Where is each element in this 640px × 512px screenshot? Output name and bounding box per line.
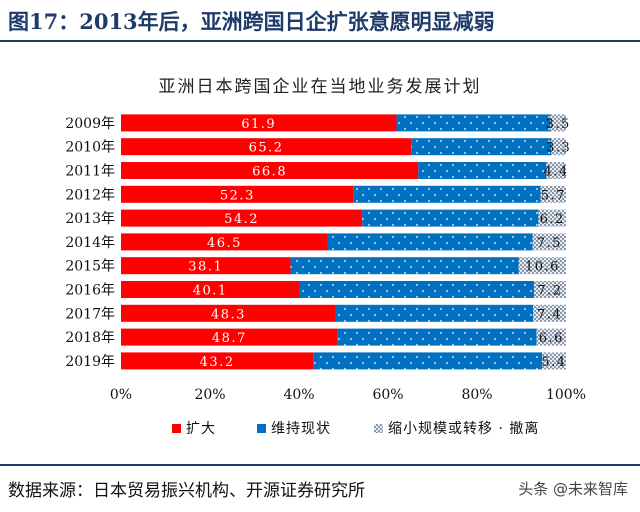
- x-tick-label: 0%: [110, 387, 132, 403]
- data-label-shrink: 5.4: [541, 355, 566, 370]
- data-label-shrink: 7.4: [537, 307, 562, 322]
- category-label: 2009年: [65, 116, 115, 132]
- legend-label: 扩大: [186, 421, 216, 437]
- data-label-shrink: 6.2: [540, 212, 565, 227]
- legend-label: 维持现状: [271, 421, 331, 437]
- chart-title: 亚洲日本跨国企业在当地业务发展计划: [158, 77, 482, 97]
- data-label-expand: 48.3: [211, 307, 246, 322]
- data-label-shrink: 7.2: [537, 284, 562, 299]
- bar-segment-shrink: [533, 281, 566, 298]
- bar-segment-expand: [121, 233, 328, 251]
- category-label: 2013年: [65, 211, 115, 227]
- bar-segment-maintain: [313, 352, 542, 370]
- bar-segment-expand: [121, 352, 314, 370]
- data-label-expand: 38.1: [188, 260, 223, 275]
- bar-segment-shrink: [532, 233, 566, 251]
- bar-segment-shrink: [518, 257, 566, 275]
- bar-segment-shrink: [550, 114, 566, 132]
- category-label: 2016年: [65, 283, 115, 299]
- legend-swatch: [257, 424, 266, 433]
- category-label: 2018年: [65, 330, 115, 346]
- data-label-expand: 46.5: [207, 236, 242, 251]
- data-label-shrink: 5.7: [541, 188, 566, 203]
- category-label: 2012年: [65, 187, 115, 203]
- x-tick-label: 60%: [372, 387, 403, 403]
- bar-segment-expand: [121, 185, 354, 203]
- bar-segment-maintain: [327, 233, 533, 251]
- bar-segment-expand: [121, 304, 336, 322]
- bar-segment-maintain: [411, 138, 552, 156]
- bar-segment-expand: [121, 328, 338, 346]
- data-label-expand: 43.2: [200, 355, 235, 370]
- data-label-expand: 40.1: [193, 284, 228, 299]
- watermark: 头条 @未来智库: [518, 480, 628, 498]
- data-label-shrink: 3.5: [546, 117, 571, 132]
- bar-segment-maintain: [362, 209, 539, 227]
- bar-segment-shrink: [541, 352, 566, 370]
- x-tick-label: 20%: [194, 387, 225, 403]
- figure-header: 图17：2013年后，亚洲跨国日企扩张意愿明显减弱: [0, 0, 640, 42]
- bar-segment-shrink: [533, 304, 566, 322]
- bar-segment-shrink: [546, 162, 566, 179]
- data-label-shrink: 7.5: [537, 236, 562, 251]
- bar-segment-maintain: [299, 281, 534, 298]
- data-label-shrink: 3.3: [546, 141, 571, 156]
- bar-segment-shrink: [538, 209, 566, 227]
- category-label: 2011年: [65, 164, 115, 180]
- source-note: 数据来源：日本贸易振兴机构、开源证券研究所: [8, 481, 365, 501]
- category-label: 2017年: [65, 306, 115, 322]
- legend-swatch: [172, 424, 181, 433]
- data-label-expand: 48.7: [212, 331, 247, 346]
- bar-segment-maintain: [335, 304, 534, 322]
- data-label-expand: 65.2: [249, 141, 284, 156]
- data-label-shrink: 4.4: [544, 165, 569, 180]
- x-tick-label: 80%: [461, 387, 492, 403]
- category-label: 2014年: [65, 235, 115, 251]
- legend-label: 缩小规模或转移 · 撤离: [388, 420, 539, 437]
- legend-swatch: [374, 424, 383, 433]
- bar-segment-expand: [121, 209, 363, 227]
- bar-segment-expand: [121, 281, 300, 298]
- bar-segment-maintain: [396, 114, 551, 132]
- bar-segment-expand: [121, 138, 412, 156]
- data-label-expand: 66.8: [252, 165, 287, 180]
- data-label-shrink: 10.6: [525, 260, 560, 275]
- bar-segment-expand: [121, 114, 397, 132]
- category-label: 2015年: [65, 259, 115, 275]
- bar-segment-shrink: [540, 185, 566, 203]
- figure-title: 图17：2013年后，亚洲跨国日企扩张意愿明显减弱: [8, 9, 495, 34]
- bar-segment-shrink: [536, 328, 566, 346]
- bar-segment-maintain: [290, 257, 519, 275]
- data-label-expand: 54.2: [224, 212, 259, 227]
- x-tick-label: 100%: [546, 387, 586, 403]
- category-label: 2010年: [65, 140, 115, 156]
- bar-segment-expand: [121, 162, 419, 179]
- figure-footer: 数据来源：日本贸易振兴机构、开源证券研究所 头条 @未来智库: [0, 464, 640, 512]
- bar-segment-maintain: [418, 162, 547, 179]
- data-label-expand: 61.9: [241, 117, 276, 132]
- bar-segment-maintain: [353, 185, 541, 203]
- x-tick-label: 40%: [283, 387, 314, 403]
- data-label-expand: 52.3: [220, 188, 255, 203]
- data-label-shrink: 6.6: [539, 331, 564, 346]
- bar-segment-expand: [121, 257, 291, 275]
- bar-segment-maintain: [337, 328, 537, 346]
- stacked-bar-chart: 2009年 61.9 3.5 2010年 65.2 3.3 2011年 66.8 4.4 2012…: [65, 114, 586, 437]
- bar-segment-shrink: [551, 138, 566, 156]
- category-label: 2019年: [65, 354, 115, 370]
